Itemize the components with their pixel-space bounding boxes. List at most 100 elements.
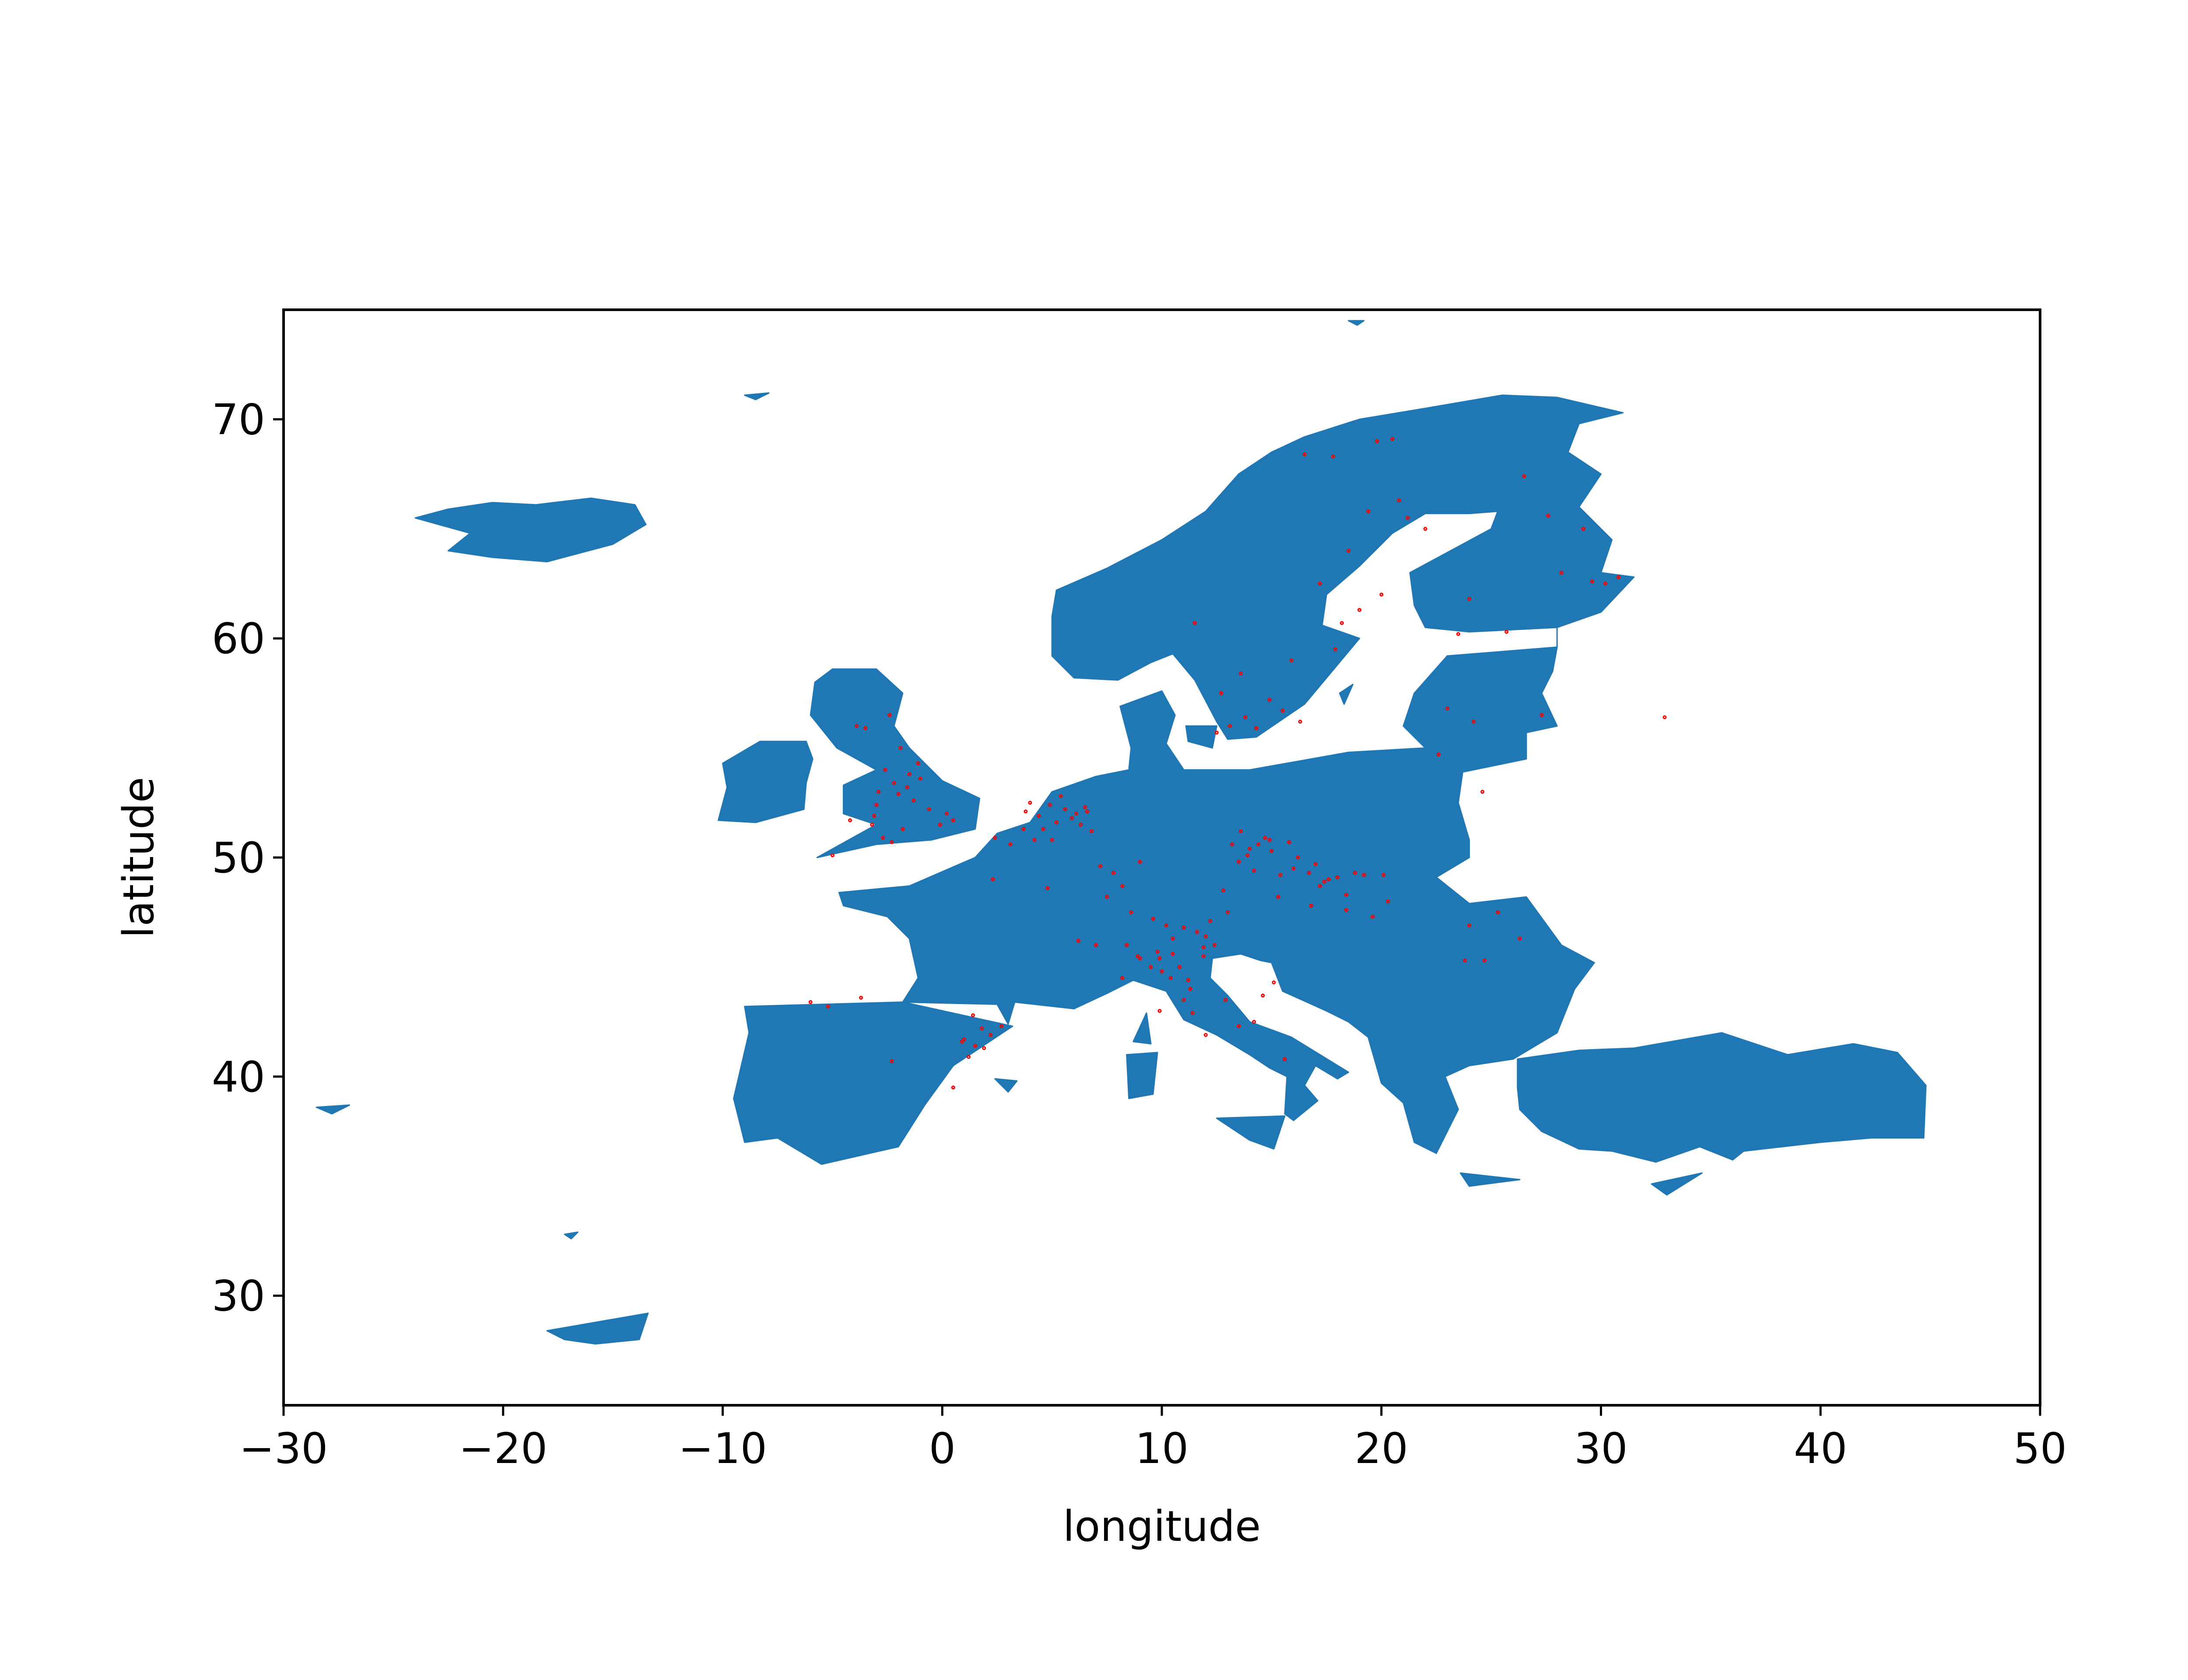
- city-point: [1339, 621, 1344, 625]
- city-point: [1272, 980, 1276, 984]
- city-point: [1302, 452, 1307, 456]
- city-point: [1467, 923, 1471, 928]
- city-point: [1483, 958, 1487, 962]
- city-point: [1186, 978, 1190, 982]
- x-tick-label: 10: [1135, 1424, 1189, 1473]
- city-point: [1375, 439, 1379, 443]
- city-point: [1171, 952, 1175, 956]
- x-tick-label: 20: [1355, 1424, 1408, 1473]
- cities-scatter: [808, 437, 1667, 1090]
- city-point: [1366, 509, 1371, 514]
- city-point: [1423, 527, 1427, 531]
- city-point: [944, 812, 949, 816]
- city-point: [1138, 860, 1142, 864]
- x-tick-label: 40: [1794, 1424, 1847, 1473]
- city-point: [1287, 840, 1291, 844]
- land-jan_mayen: [744, 392, 770, 400]
- land-ireland: [718, 741, 813, 823]
- city-point: [1168, 976, 1173, 980]
- y-tick-label: 30: [212, 1272, 265, 1321]
- city-point: [1546, 514, 1550, 518]
- city-point: [1261, 994, 1265, 998]
- land-britain: [810, 668, 980, 858]
- city-point: [1318, 884, 1322, 888]
- city-point: [962, 1037, 966, 1042]
- city-point: [1098, 864, 1102, 868]
- city-point: [1129, 910, 1133, 914]
- city-point: [1456, 632, 1460, 636]
- city-point: [1662, 715, 1667, 719]
- city-point: [1307, 871, 1311, 875]
- city-point: [1089, 829, 1094, 833]
- city-point: [1322, 879, 1326, 884]
- city-point: [896, 792, 901, 796]
- city-point: [1094, 943, 1098, 947]
- land-azores: [316, 1104, 350, 1115]
- city-point: [1318, 581, 1322, 586]
- city-point: [1155, 949, 1160, 954]
- city-point: [918, 777, 922, 781]
- land-corsica: [1133, 1012, 1152, 1045]
- city-point: [898, 746, 903, 750]
- land-zealand: [1185, 725, 1217, 749]
- city-point: [1406, 516, 1410, 520]
- city-point: [1445, 707, 1449, 710]
- city-point: [1539, 713, 1544, 717]
- city-point: [1472, 720, 1476, 724]
- city-point: [890, 840, 894, 844]
- city-point: [1390, 437, 1395, 441]
- city-point: [912, 798, 916, 803]
- city-point: [1037, 814, 1041, 818]
- city-point: [1201, 954, 1206, 958]
- city-point: [881, 836, 885, 840]
- city-point: [1245, 853, 1250, 858]
- city-point: [1195, 930, 1199, 934]
- city-point: [1333, 647, 1337, 651]
- city-point: [916, 761, 920, 766]
- city-point: [1467, 597, 1471, 601]
- y-tick-label: 50: [212, 833, 265, 882]
- city-point: [1590, 579, 1594, 584]
- city-point: [927, 807, 931, 812]
- city-point: [1151, 917, 1155, 921]
- city-point: [1164, 923, 1168, 928]
- x-tick-label: −30: [239, 1424, 328, 1473]
- city-point: [859, 996, 863, 1000]
- city-point: [1192, 621, 1197, 625]
- city-point: [1237, 860, 1241, 864]
- city-point: [1214, 731, 1219, 735]
- city-point: [1224, 998, 1227, 1002]
- city-point: [890, 1059, 894, 1064]
- city-point: [1283, 1057, 1287, 1061]
- y-tick-label: 40: [212, 1053, 265, 1102]
- land-cyprus: [1651, 1172, 1703, 1196]
- city-point: [883, 768, 887, 772]
- city-point: [1346, 549, 1350, 553]
- city-point: [1136, 954, 1140, 958]
- y-tick-label: 70: [212, 395, 265, 444]
- city-point: [1357, 608, 1362, 612]
- city-point: [951, 818, 955, 822]
- city-point: [1518, 936, 1522, 941]
- city-point: [1248, 847, 1252, 851]
- city-point: [1296, 855, 1300, 860]
- city-point: [848, 818, 852, 822]
- city-point: [1581, 527, 1585, 531]
- city-point: [1269, 849, 1274, 853]
- city-point: [1177, 965, 1182, 969]
- city-point: [1041, 827, 1045, 831]
- city-point: [1201, 945, 1206, 949]
- city-point: [1331, 455, 1335, 458]
- city-point: [967, 1055, 971, 1059]
- city-point: [1008, 842, 1013, 847]
- city-point: [1239, 671, 1243, 676]
- city-point: [855, 724, 859, 728]
- city-point: [1263, 836, 1267, 840]
- city-point: [1083, 805, 1087, 809]
- city-point: [1203, 1033, 1208, 1037]
- city-point: [1024, 809, 1028, 814]
- land-sardinia: [1126, 1052, 1158, 1099]
- city-point: [808, 1000, 813, 1004]
- city-point: [1048, 803, 1052, 807]
